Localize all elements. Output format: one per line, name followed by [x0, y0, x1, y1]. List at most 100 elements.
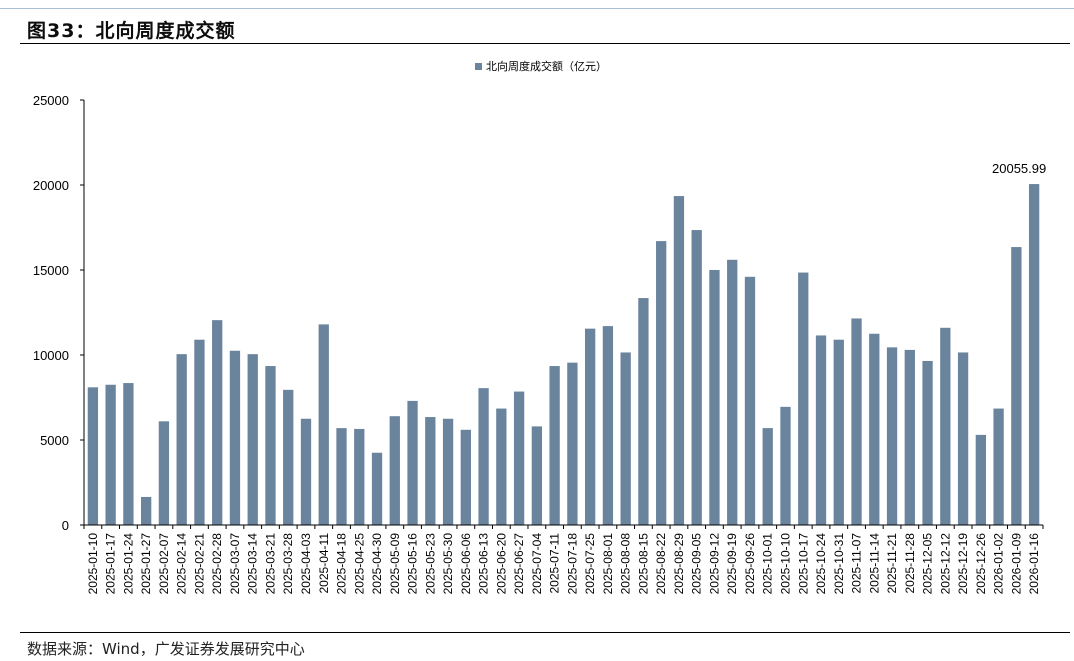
bar-2025-10-01 — [762, 428, 773, 525]
bar-2025-02-21 — [194, 339, 205, 525]
bar-2025-04-11 — [318, 324, 329, 525]
x-tick-label: 2025-08-08 — [619, 533, 633, 595]
bar-2025-08-08 — [620, 352, 631, 525]
x-tick-label: 2025-06-13 — [477, 533, 491, 595]
x-tick-label: 2025-06-27 — [512, 533, 526, 595]
bar-2025-05-23 — [425, 417, 436, 525]
x-tick-label: 2025-10-10 — [778, 533, 792, 595]
x-tick-label: 2025-03-21 — [263, 533, 277, 595]
bar-2025-11-14 — [869, 333, 880, 525]
top-divider — [0, 8, 1074, 9]
bar-2025-04-03 — [300, 418, 312, 525]
x-tick-label: 2025-08-15 — [636, 533, 650, 595]
bar-2025-03-14 — [247, 354, 258, 525]
bar-2025-02-28 — [212, 320, 223, 525]
bar-2025-03-28 — [283, 389, 294, 525]
bar-2025-07-18 — [567, 362, 578, 525]
x-tick-label: 2025-09-12 — [707, 533, 721, 595]
x-tick-label: 2026-01-09 — [1009, 533, 1023, 595]
bar-2025-03-07 — [229, 350, 241, 525]
x-tick-label: 2026-01-02 — [992, 533, 1006, 595]
x-tick-label: 2025-02-21 — [192, 533, 206, 595]
bar-2025-07-25 — [584, 328, 596, 525]
x-tick-label: 2025-11-28 — [903, 533, 917, 594]
bar-2025-11-07 — [851, 318, 862, 525]
bar-2025-12-26 — [975, 434, 986, 525]
y-tick-label: 20000 — [33, 178, 69, 193]
bar-2025-08-01 — [602, 326, 614, 525]
x-tick-label: 2025-03-14 — [246, 533, 260, 595]
bar-2025-11-28 — [904, 349, 915, 525]
x-tick-label: 2025-04-18 — [335, 533, 349, 595]
bar-2025-01-17 — [105, 384, 116, 525]
x-tick-label: 2025-01-17 — [104, 533, 118, 595]
bar-2025-01-27 — [141, 496, 152, 525]
x-tick-label: 2025-04-03 — [299, 533, 313, 595]
x-tick-label: 2025-10-24 — [814, 533, 828, 595]
bar-2025-02-07 — [158, 421, 170, 525]
x-tick-label: 2025-02-07 — [157, 533, 171, 595]
bar-2025-10-31 — [833, 339, 844, 525]
data-label: 20055.99 — [992, 161, 1046, 176]
y-tick-label: 25000 — [33, 93, 69, 108]
x-tick-label: 2025-10-17 — [796, 533, 810, 595]
bar-2025-01-10 — [87, 387, 99, 525]
bar-2025-10-10 — [780, 406, 791, 525]
bar-2025-04-30 — [371, 452, 383, 525]
x-tick-label: 2025-05-23 — [423, 533, 437, 595]
x-tick-label: 2025-12-26 — [974, 533, 988, 595]
bar-2025-08-22 — [656, 241, 667, 525]
x-tick-label: 2025-11-14 — [867, 533, 881, 594]
bar-2025-11-21 — [886, 347, 898, 525]
x-tick-label: 2025-09-19 — [725, 533, 739, 595]
x-tick-label: 2025-12-12 — [938, 533, 952, 595]
x-tick-label: 2025-06-20 — [494, 533, 508, 595]
bar-2025-12-05 — [922, 360, 933, 525]
x-tick-label: 2025-08-29 — [672, 533, 686, 595]
bar-2025-09-12 — [709, 270, 720, 525]
bar-2025-09-05 — [691, 230, 702, 526]
bar-2025-10-24 — [815, 335, 827, 525]
bar-2025-06-20 — [496, 408, 507, 525]
bar-2025-04-25 — [354, 428, 365, 525]
legend-swatch — [475, 63, 482, 70]
bar-2025-05-30 — [442, 418, 454, 525]
x-tick-label: 2025-01-10 — [86, 533, 100, 595]
y-tick-label: 15000 — [33, 263, 69, 278]
data-source-note: 数据来源：Wind，广发证券发展研究中心 — [27, 640, 305, 658]
x-tick-label: 2025-11-21 — [885, 533, 899, 594]
title-divider — [20, 43, 1070, 44]
x-tick-label: 2025-02-14 — [175, 533, 189, 595]
bar-2025-06-27 — [513, 391, 525, 525]
bar-2025-08-29 — [673, 196, 685, 526]
bar-2025-02-14 — [176, 354, 187, 525]
x-tick-label: 2025-04-25 — [352, 533, 366, 595]
y-tick-label: 5000 — [40, 433, 69, 448]
bar-2025-09-19 — [727, 259, 738, 525]
x-tick-label: 2025-03-28 — [281, 533, 295, 595]
x-tick-label: 2025-02-28 — [210, 533, 224, 595]
bar-2026-01-02 — [993, 408, 1004, 525]
x-tick-label: 2025-09-05 — [690, 533, 704, 595]
x-tick-label: 2025-04-11 — [317, 533, 331, 594]
x-tick-label: 2025-05-30 — [441, 533, 455, 595]
x-tick-label: 2025-07-04 — [530, 533, 544, 595]
bar-2025-07-11 — [549, 366, 560, 525]
x-tick-label: 2025-05-16 — [406, 533, 420, 595]
bar-2025-12-19 — [957, 352, 969, 525]
source-divider — [20, 632, 1070, 633]
x-tick-label: 2025-07-25 — [583, 533, 597, 595]
x-tick-label: 2025-01-24 — [121, 533, 135, 595]
bar-2025-03-21 — [265, 366, 276, 525]
x-tick-label: 2025-06-06 — [459, 533, 473, 595]
bar-2025-08-15 — [638, 298, 649, 525]
y-tick-label: 10000 — [33, 348, 69, 363]
bar-2025-09-26 — [744, 276, 756, 525]
x-tick-label: 2025-07-11 — [548, 533, 562, 594]
x-tick-label: 2025-12-19 — [956, 533, 970, 595]
x-tick-label: 2025-10-01 — [761, 533, 775, 595]
bar-2025-12-12 — [940, 327, 951, 525]
x-tick-label: 2025-08-22 — [654, 533, 668, 595]
bar-2026-01-09 — [1011, 247, 1022, 526]
